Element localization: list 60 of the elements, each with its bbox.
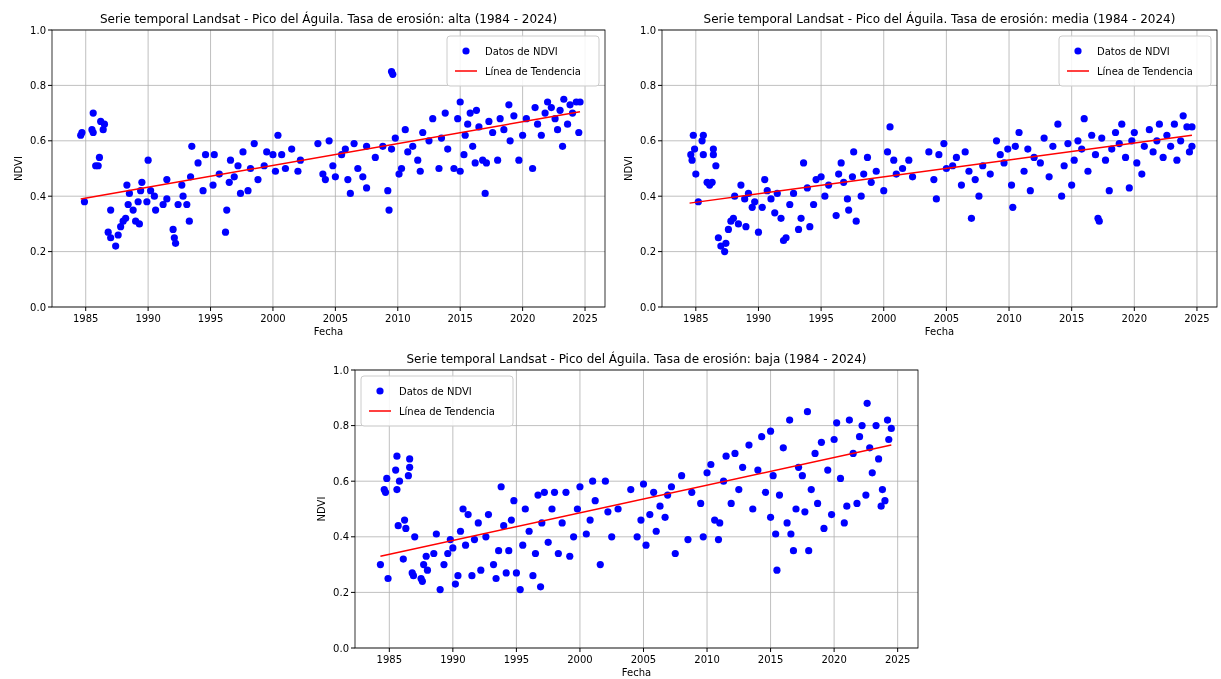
y-tick-label: 0.0: [30, 301, 46, 313]
legend-label: Datos de NDVI: [399, 385, 472, 397]
x-tick-label: 2020: [509, 313, 536, 324]
x-tick-label: 1990: [135, 313, 161, 324]
x-tick-label: 2005: [322, 313, 349, 324]
x-tick-label: 2000: [260, 313, 286, 324]
y-tick-label: 0.2: [640, 246, 656, 258]
y-tick-label: 0.6: [333, 475, 349, 487]
x-tick-label: 2010: [385, 313, 411, 324]
x-tick-label: 2025: [572, 313, 598, 324]
legend-label: Línea de Tendencia: [399, 405, 495, 417]
chart-title: Serie temporal Landsat - Pico del Águila. Tasa de erosión: baja (1984 - 2024): [406, 351, 867, 366]
chart-title: Serie temporal Landsat - Pico del Águila. Tasa de erosión: alta (1984 - 2024): [99, 11, 558, 26]
x-tick-label: 1985: [683, 313, 709, 324]
x-tick-label: 2015: [757, 654, 784, 665]
x-tick-label: 2025: [1184, 313, 1210, 324]
x-tick-label: 2010: [694, 654, 720, 665]
x-axis-title: Fecha: [924, 326, 955, 337]
x-tick-label: 2005: [933, 313, 960, 324]
y-tick-label: 0.4: [30, 190, 46, 202]
legend-label: Línea de Tendencia: [485, 65, 581, 77]
y-axis-title: NDVI: [316, 496, 327, 522]
y-tick-label: 1.0: [333, 364, 349, 376]
x-tick-label: 1995: [503, 654, 530, 665]
y-tick-label: 0.2: [30, 246, 46, 258]
x-tick-label: 1990: [745, 313, 772, 324]
y-tick-label: 0.4: [640, 190, 656, 202]
legend-label: Datos de NDVI: [1097, 45, 1170, 57]
x-tick-label: 2020: [1121, 313, 1148, 324]
x-tick-label: 2005: [630, 654, 657, 665]
legend-label: Línea de Tendencia: [1097, 65, 1193, 77]
x-tick-label: 2025: [884, 654, 911, 665]
chart-title: Serie temporal Landsat - Pico del Águila. Tasa de erosión: media (1984 - 2024): [703, 11, 1176, 26]
y-tick-label: 0.6: [640, 135, 656, 147]
x-tick-label: 1995: [197, 313, 224, 324]
y-tick-label: 0.2: [333, 586, 349, 598]
y-axis-title: NDVI: [623, 156, 634, 181]
x-tick-label: 1990: [440, 654, 466, 665]
x-tick-label: 1985: [72, 313, 99, 324]
x-tick-label: 2010: [996, 313, 1022, 324]
y-tick-label: 1.0: [640, 24, 656, 36]
y-tick-label: 0.0: [333, 642, 349, 654]
x-tick-label: 1985: [376, 654, 403, 665]
x-axis-title: Fecha: [621, 667, 652, 678]
x-tick-label: 2020: [821, 654, 847, 665]
x-axis-title: Fecha: [313, 326, 344, 337]
x-tick-label: 2015: [1058, 313, 1085, 324]
y-tick-label: 0.0: [640, 301, 656, 313]
y-tick-label: 0.8: [640, 79, 656, 91]
y-tick-label: 0.4: [333, 531, 349, 543]
y-axis-title: NDVI: [13, 156, 24, 181]
x-tick-label: 1995: [808, 313, 834, 324]
x-tick-label: 2000: [567, 654, 593, 665]
y-tick-label: 0.8: [333, 420, 349, 432]
y-tick-label: 0.8: [30, 79, 46, 91]
y-tick-label: 1.0: [30, 24, 46, 36]
y-tick-label: 0.6: [30, 135, 46, 147]
x-tick-label: 2015: [447, 313, 473, 324]
x-tick-label: 2000: [871, 313, 897, 324]
legend-label: Datos de NDVI: [485, 45, 558, 57]
